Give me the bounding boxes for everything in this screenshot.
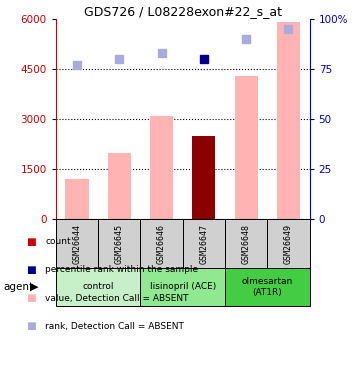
Bar <box>140 219 183 268</box>
Title: GDS726 / L08228exon#22_s_at: GDS726 / L08228exon#22_s_at <box>84 4 282 18</box>
Bar <box>225 268 310 306</box>
Bar <box>108 153 131 219</box>
Bar <box>150 116 173 219</box>
Text: GSM26645: GSM26645 <box>115 224 124 264</box>
Text: olmesartan
(AT1R): olmesartan (AT1R) <box>242 277 293 297</box>
Bar <box>277 22 300 219</box>
Bar <box>140 268 225 306</box>
Text: GSM26648: GSM26648 <box>242 224 251 264</box>
Bar <box>98 219 140 268</box>
Bar <box>56 219 98 268</box>
Bar <box>234 76 258 219</box>
Text: ■: ■ <box>26 265 36 275</box>
Text: ▶: ▶ <box>30 282 39 292</box>
Text: control: control <box>82 282 114 291</box>
Text: value, Detection Call = ABSENT: value, Detection Call = ABSENT <box>45 294 189 303</box>
Text: rank, Detection Call = ABSENT: rank, Detection Call = ABSENT <box>45 322 184 331</box>
Bar <box>267 219 310 268</box>
Text: GSM26649: GSM26649 <box>284 224 293 264</box>
Text: ■: ■ <box>26 293 36 303</box>
Bar <box>183 219 225 268</box>
Bar <box>225 219 267 268</box>
Text: GSM26647: GSM26647 <box>199 224 208 264</box>
Text: agent: agent <box>4 282 34 292</box>
Text: GSM26644: GSM26644 <box>72 224 81 264</box>
Text: count: count <box>45 237 71 246</box>
Text: ■: ■ <box>26 321 36 331</box>
Bar <box>65 179 89 219</box>
Text: ■: ■ <box>26 237 36 247</box>
Text: percentile rank within the sample: percentile rank within the sample <box>45 266 198 274</box>
Text: GSM26646: GSM26646 <box>157 224 166 264</box>
Text: lisinopril (ACE): lisinopril (ACE) <box>149 282 216 291</box>
Bar <box>192 136 216 219</box>
Bar <box>56 268 140 306</box>
